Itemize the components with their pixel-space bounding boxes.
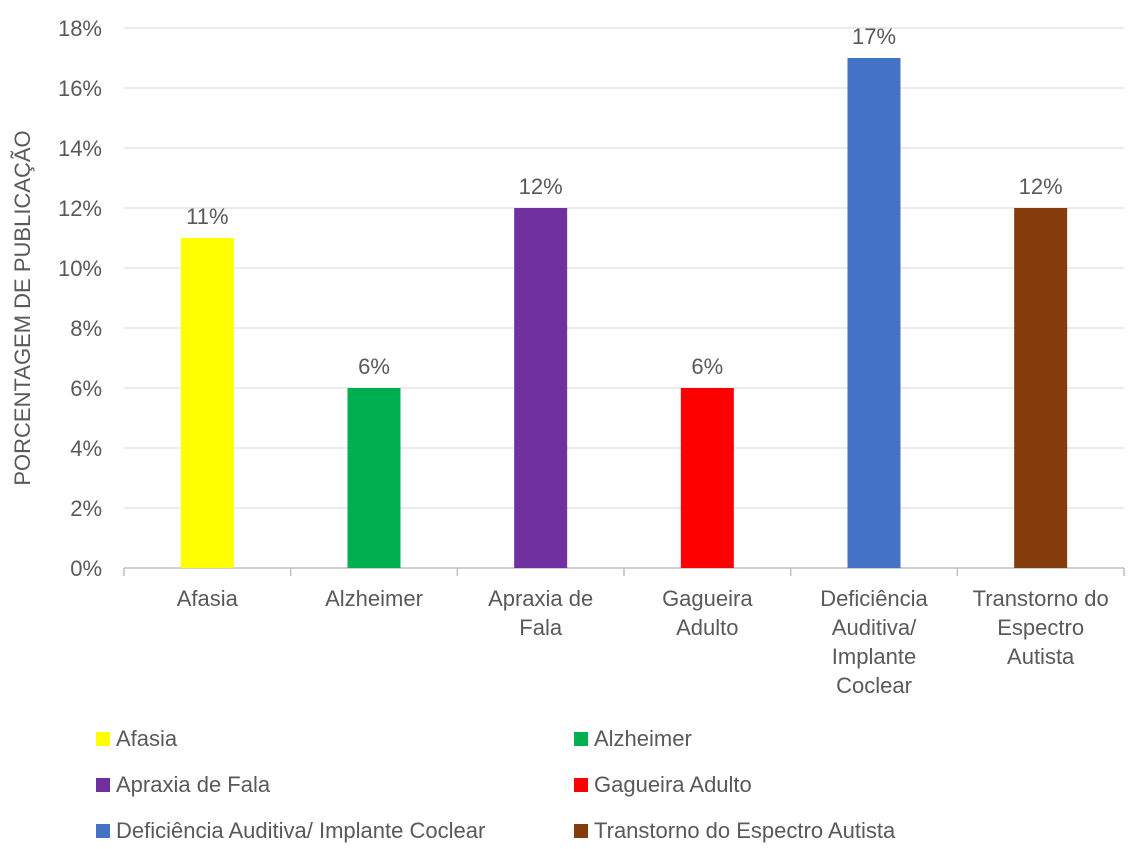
data-label: 12% (1019, 174, 1063, 199)
bar (1014, 208, 1068, 568)
x-tick-label: Apraxia de (488, 586, 593, 611)
x-tick-label: Implante (832, 644, 916, 669)
x-tick-label: Afasia (177, 586, 239, 611)
x-tick-label: Fala (519, 615, 563, 640)
data-label: 11% (186, 204, 228, 229)
y-tick-label: 12% (58, 196, 102, 221)
y-tick-label: 10% (58, 256, 102, 281)
y-tick-label: 14% (58, 136, 102, 161)
x-tick-label: Auditiva/ (832, 615, 917, 640)
bar (347, 388, 401, 568)
y-tick-label: 8% (70, 316, 102, 341)
bar (847, 58, 901, 568)
y-tick-label: 2% (70, 496, 102, 521)
data-label: 6% (691, 354, 723, 379)
legend-label: Gagueira Adulto (594, 772, 752, 797)
legend-label: Alzheimer (594, 726, 692, 751)
y-tick-label: 18% (58, 16, 102, 41)
y-tick-label: 0% (70, 556, 102, 581)
y-tick-label: 16% (58, 76, 102, 101)
gridlines (123, 27, 1125, 576)
x-tick-label: Transtorno do (973, 586, 1109, 611)
bar (180, 238, 234, 568)
x-tick-label: Gagueira (662, 586, 753, 611)
x-tick-label: Coclear (836, 673, 912, 698)
legend-swatch (96, 824, 110, 838)
data-label: 17% (852, 24, 896, 49)
x-tick-label: Deficiência (820, 586, 928, 611)
bars (180, 58, 1068, 568)
legend-item: Apraxia de Fala (96, 772, 270, 798)
x-tick-label: Adulto (676, 615, 738, 640)
data-label: 6% (358, 354, 390, 379)
data-labels: 11% 6% 12% 6% 17% 12% (186, 24, 1063, 379)
bar (514, 208, 568, 568)
legend-label: Afasia (116, 726, 178, 751)
legend-swatch (574, 778, 588, 792)
legend-label: Transtorno do Espectro Autista (594, 818, 896, 843)
legend-label: Deficiência Auditiva/ Implante Coclear (116, 818, 486, 843)
x-tick-label: Autista (1007, 644, 1075, 669)
legend-swatch (574, 732, 588, 746)
y-axis-title: PORCENTAGEM DE PUBLICAÇÃO (10, 130, 35, 485)
legend-swatch (574, 824, 588, 838)
legend-swatch (96, 778, 110, 792)
legend-label: Apraxia de Fala (116, 772, 271, 797)
legend-item: Gagueira Adulto (574, 772, 752, 798)
legend-item: Transtorno do Espectro Autista (574, 818, 895, 844)
x-axis-ticks: Afasia Alzheimer Apraxia de Fala Gagueira Adu… (177, 586, 1109, 698)
legend-item: Afasia (96, 726, 177, 752)
legend-swatch (96, 732, 110, 746)
data-label: 12% (519, 174, 563, 199)
y-tick-label: 4% (70, 436, 102, 461)
y-tick-label: 6% (70, 376, 102, 401)
x-tick-label: Espectro (997, 615, 1084, 640)
legend-item: Alzheimer (574, 726, 692, 752)
y-axis-ticks: 0% 2% 4% 6% 8% 10% 12% 14% 16% 18% (58, 16, 102, 581)
legend-item: Deficiência Auditiva/ Implante Coclear (96, 818, 485, 844)
x-tick-label: Alzheimer (325, 586, 423, 611)
bar (680, 388, 734, 568)
